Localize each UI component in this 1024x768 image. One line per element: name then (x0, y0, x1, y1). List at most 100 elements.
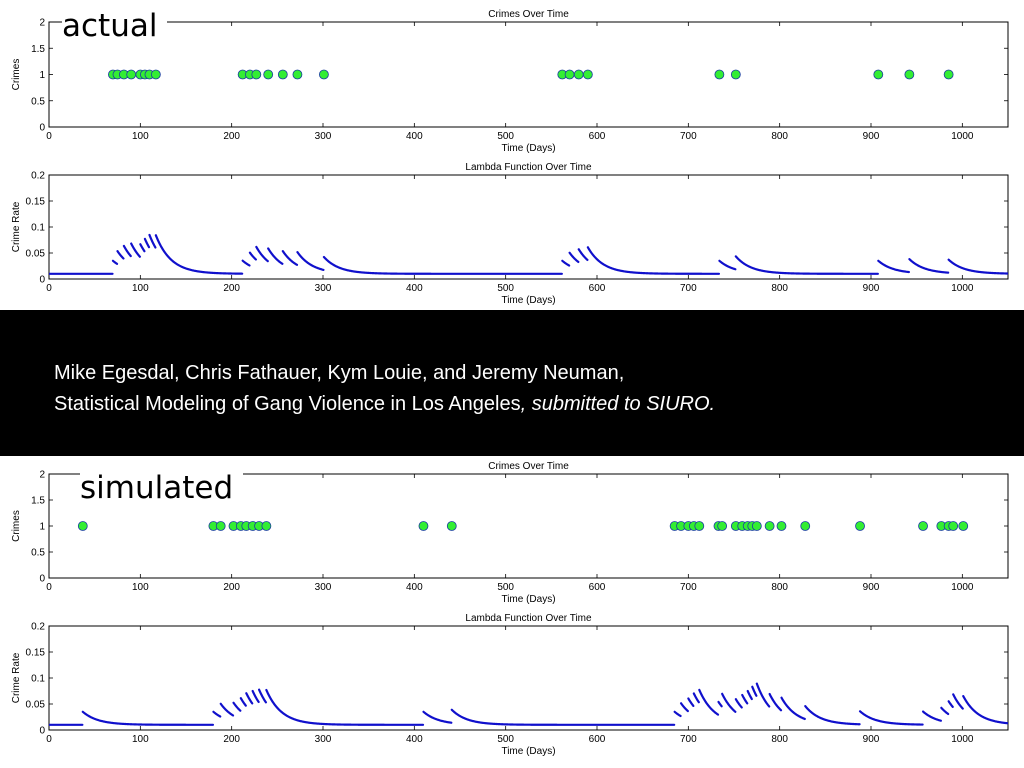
crime-point (873, 69, 884, 80)
x-tick-label: 500 (497, 131, 514, 142)
crime-point (263, 69, 274, 80)
lambda-segment (154, 234, 244, 275)
lambda-segment (962, 695, 1008, 725)
x-tick-label: 1000 (951, 131, 974, 142)
crime-point (215, 521, 226, 531)
data-layer (108, 69, 954, 80)
y-axis-label: Crime Rate (11, 652, 22, 703)
y-tick-label: 0.1 (31, 223, 45, 234)
citation-title-line: Statistical Modeling of Gang Violence in… (54, 389, 715, 420)
x-tick-label: 200 (223, 582, 240, 593)
y-tick-label: 1 (39, 70, 45, 81)
lambda-segment (577, 248, 589, 262)
lambda-segment (450, 708, 676, 726)
crime-point (714, 69, 725, 80)
data-layer (49, 233, 1008, 275)
x-tick-label: 100 (132, 283, 149, 294)
lambda-segment (698, 688, 720, 716)
x-tick-label: 900 (863, 734, 880, 745)
chart-title: Lambda Function Over Time (465, 613, 592, 624)
lambda-segment (586, 246, 721, 275)
lambda-segment (422, 710, 453, 724)
x-axis-label: Time (Days) (501, 143, 555, 154)
x-tick-label: 600 (589, 582, 606, 593)
chart-title: Lambda Function Over Time (465, 162, 592, 173)
citation-title: Statistical Modeling of Gang Violence in… (54, 393, 521, 415)
crime-point (918, 521, 928, 531)
crime-point (764, 521, 775, 531)
x-tick-label: 200 (223, 734, 240, 745)
lambda-segment (679, 702, 689, 713)
crime-point (948, 521, 959, 531)
lambda-segment (877, 259, 911, 274)
lambda-segment (296, 251, 325, 271)
plot-frame (48, 625, 1009, 731)
y-axis-label: Crime Rate (11, 201, 22, 252)
lambda-segment (768, 692, 783, 712)
lambda-segment (281, 250, 299, 266)
lambda-segment (780, 696, 806, 721)
lambda-segment (212, 710, 222, 718)
crime-point (564, 69, 575, 80)
lambda-segment (687, 697, 695, 707)
lambda-segment (947, 700, 954, 708)
y-tick-label: 1.5 (31, 496, 45, 507)
lambda-segment (130, 242, 141, 258)
x-tick-label: 1000 (951, 734, 974, 745)
crime-point (751, 521, 762, 531)
lambda-segment (721, 692, 737, 713)
simulated-label: simulated (80, 473, 244, 504)
lambda-segment (734, 698, 743, 709)
crime-point (730, 69, 741, 80)
lambda-segment (858, 710, 924, 726)
y-tick-label: 0.2 (31, 622, 45, 633)
x-tick-label: 700 (680, 582, 697, 593)
y-tick-label: 0.05 (26, 700, 46, 711)
crime-point (904, 69, 915, 80)
x-tick-label: 900 (863, 582, 880, 593)
y-tick-label: 0.5 (31, 96, 45, 107)
y-tick-label: 1 (39, 522, 45, 533)
x-tick-label: 500 (497, 283, 514, 294)
x-axis-label: Time (Days) (501, 295, 555, 306)
x-tick-label: 200 (223, 131, 240, 142)
x-tick-label: 100 (132, 131, 149, 142)
plot-frame (48, 174, 1009, 280)
lambda-segment (255, 245, 269, 263)
lambda-segment (673, 710, 682, 718)
crime-point (261, 521, 272, 531)
lambda-segment (746, 689, 753, 701)
x-tick-label: 800 (771, 283, 788, 294)
chart-panel-4: 0 100 200 300 400 500 600 700 800 900 1000 0 0.05 0.1… (11, 613, 1009, 757)
lambda-segment (718, 259, 737, 271)
crime-point (251, 69, 262, 80)
y-tick-label: 0.2 (31, 171, 45, 182)
y-tick-label: 0 (39, 275, 45, 286)
x-tick-label: 100 (132, 734, 149, 745)
x-axis-label: Time (Days) (501, 594, 555, 605)
lambda-segment (734, 255, 879, 275)
y-tick-label: 0.15 (26, 648, 46, 659)
lambda-segment (245, 692, 254, 705)
lambda-segment (322, 255, 563, 275)
crime-point (292, 69, 303, 80)
crime-point (776, 521, 787, 531)
x-tick-label: 600 (589, 734, 606, 745)
x-tick-label: 800 (771, 582, 788, 593)
crime-point (573, 69, 584, 80)
y-axis-label: Crimes (11, 59, 22, 91)
x-tick-label: 600 (589, 283, 606, 294)
crime-point (77, 521, 88, 531)
y-tick-label: 0 (39, 726, 45, 737)
lambda-segment (219, 702, 235, 717)
lambda-segment (751, 685, 758, 697)
lambda-segment (804, 705, 861, 726)
x-tick-label: 700 (680, 131, 697, 142)
lambda-segment (111, 259, 119, 265)
citation-separator: , (520, 393, 527, 415)
x-axis-label: Time (Days) (501, 746, 555, 757)
lambda-segment (148, 233, 157, 249)
y-axis-label: Crimes (11, 510, 22, 542)
lambda-segment (139, 243, 146, 253)
